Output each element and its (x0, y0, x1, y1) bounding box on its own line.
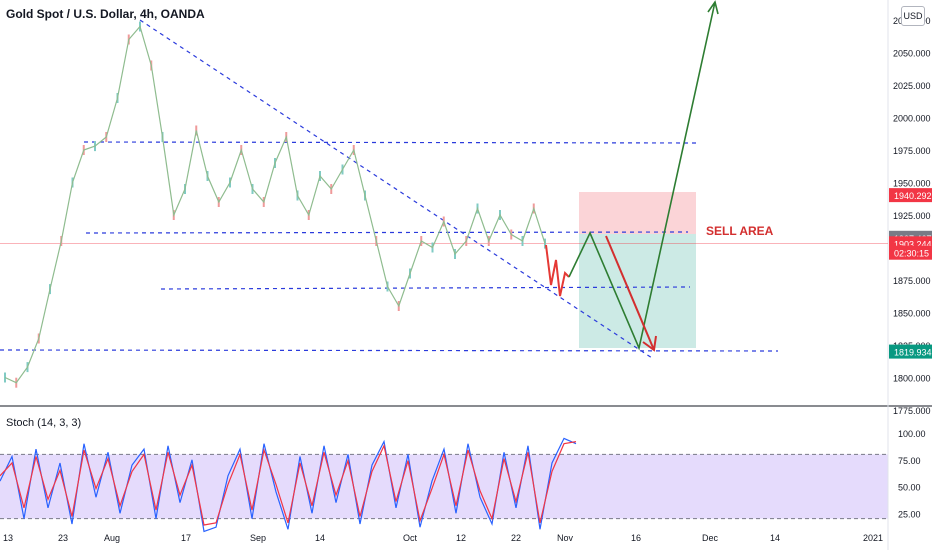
price-tag-label: 1819.934 (894, 348, 932, 358)
stoch-tick-label: 25.00 (898, 509, 921, 519)
time-tick-label: 16 (631, 533, 641, 543)
currency-button[interactable]: USD (901, 6, 925, 26)
price-tick-label: 1975.000 (893, 146, 931, 156)
stoch-indicator-label: Stoch (14, 3, 3) (6, 417, 82, 429)
price-tag-box (889, 245, 932, 260)
stoch-series-1 (0, 437, 577, 533)
stoch-series-2 (0, 441, 577, 526)
time-tick-label: 14 (315, 533, 325, 543)
red-arrowhead (642, 335, 657, 352)
descending-trendline (139, 19, 653, 359)
time-tick-label: Nov (557, 533, 574, 543)
price-tick-label: 1850.000 (893, 309, 931, 319)
green-projection (568, 1, 716, 351)
price-tag-box (889, 344, 932, 359)
time-tick-label: 13 (3, 533, 13, 543)
price-tick-label: 2025.000 (893, 81, 931, 91)
time-tick-label: 23 (58, 533, 68, 543)
price-tag-label: 02:30:15 (894, 249, 929, 259)
red-projection (545, 244, 570, 297)
chart-title: Gold Spot / U.S. Dollar, 4h, OANDA (6, 7, 205, 21)
time-tick-label: Oct (403, 533, 418, 543)
price-tick-label: 1775.000 (893, 406, 931, 416)
time-tick-label: 17 (181, 533, 191, 543)
green-arrowhead (707, 0, 719, 15)
stop-loss-zone (579, 192, 696, 234)
support-line (160, 286, 691, 290)
price-tick-label: 1950.000 (893, 179, 931, 189)
stoch-tick-label: 75.00 (898, 456, 921, 466)
price-tag-box (889, 188, 932, 203)
price-tick-label: 2000.000 (893, 114, 931, 124)
price-tag-label: 1940.292 (894, 191, 932, 201)
time-tick-label: 22 (511, 533, 521, 543)
price-tick-label: 2050.000 (893, 49, 931, 59)
time-tick-label: 14 (770, 533, 780, 543)
price-tick-label: 1875.000 (893, 276, 931, 286)
time-tick-label: 12 (456, 533, 466, 543)
stoch-tick-label: 100.00 (898, 429, 926, 439)
time-tick-label: Sep (250, 533, 266, 543)
resistance-line-upper (83, 141, 701, 144)
price-series (4, 25, 546, 384)
price-tag-label: 1903.244 (894, 239, 932, 249)
time-tick-label: 2021 (863, 533, 883, 543)
time-tick-label: Aug (104, 533, 120, 543)
price-tick-label: 1925.000 (893, 211, 931, 221)
stoch-tick-label: 50.00 (898, 483, 921, 493)
time-tick-label: Dec (702, 533, 719, 543)
support-line-lower (0, 349, 779, 352)
stoch-band (0, 454, 888, 519)
price-tick-label: 1800.000 (893, 374, 931, 384)
sell-area-annotation: SELL AREA (706, 224, 774, 238)
take-profit-zone (579, 234, 696, 348)
red-arrow (605, 235, 655, 351)
